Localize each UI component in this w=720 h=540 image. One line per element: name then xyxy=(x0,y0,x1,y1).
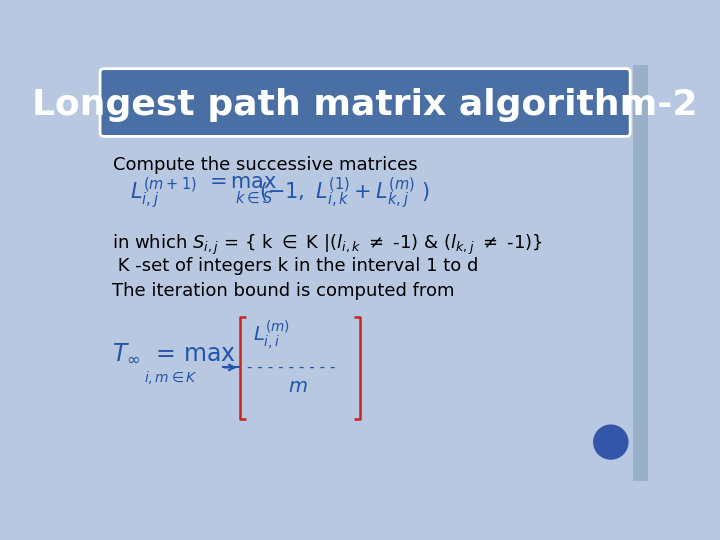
Text: K -set of integers k in the interval 1 to d: K -set of integers k in the interval 1 t… xyxy=(112,257,478,275)
FancyBboxPatch shape xyxy=(100,69,630,137)
Text: $L^{(m)}_{i,i}$: $L^{(m)}_{i,i}$ xyxy=(253,319,289,352)
Text: Longest path matrix algorithm-2: Longest path matrix algorithm-2 xyxy=(32,88,698,122)
Text: $( -1,\ L^{(1)}_{i,k} + L^{(m)}_{k,j}\ )$: $( -1,\ L^{(1)}_{i,k} + L^{(m)}_{k,j}\ )… xyxy=(259,175,430,211)
Text: Compute the successive matrices: Compute the successive matrices xyxy=(113,156,418,174)
Text: $i,m \in K$: $i,m \in K$ xyxy=(144,369,198,386)
Text: - - - - - - - - -: - - - - - - - - - xyxy=(246,360,335,375)
Text: $L^{(m+1)}_{i,j}$: $L^{(m+1)}_{i,j}$ xyxy=(130,175,197,211)
Bar xyxy=(632,65,648,481)
Text: $T_{\infty}$  = max: $T_{\infty}$ = max xyxy=(112,340,235,364)
Text: $= \underset{k \in S}{\max}$: $= \underset{k \in S}{\max}$ xyxy=(204,175,277,206)
Circle shape xyxy=(594,425,628,459)
Text: $m$: $m$ xyxy=(287,377,307,396)
Text: The iteration bound is computed from: The iteration bound is computed from xyxy=(112,282,454,300)
Text: in which $S_{i,j}$ = { k $\in$ K |($l_{i,k}$ $\neq$ -1) & ($l_{k,j}$ $\neq$ -1)}: in which $S_{i,j}$ = { k $\in$ K |($l_{i… xyxy=(112,233,542,257)
